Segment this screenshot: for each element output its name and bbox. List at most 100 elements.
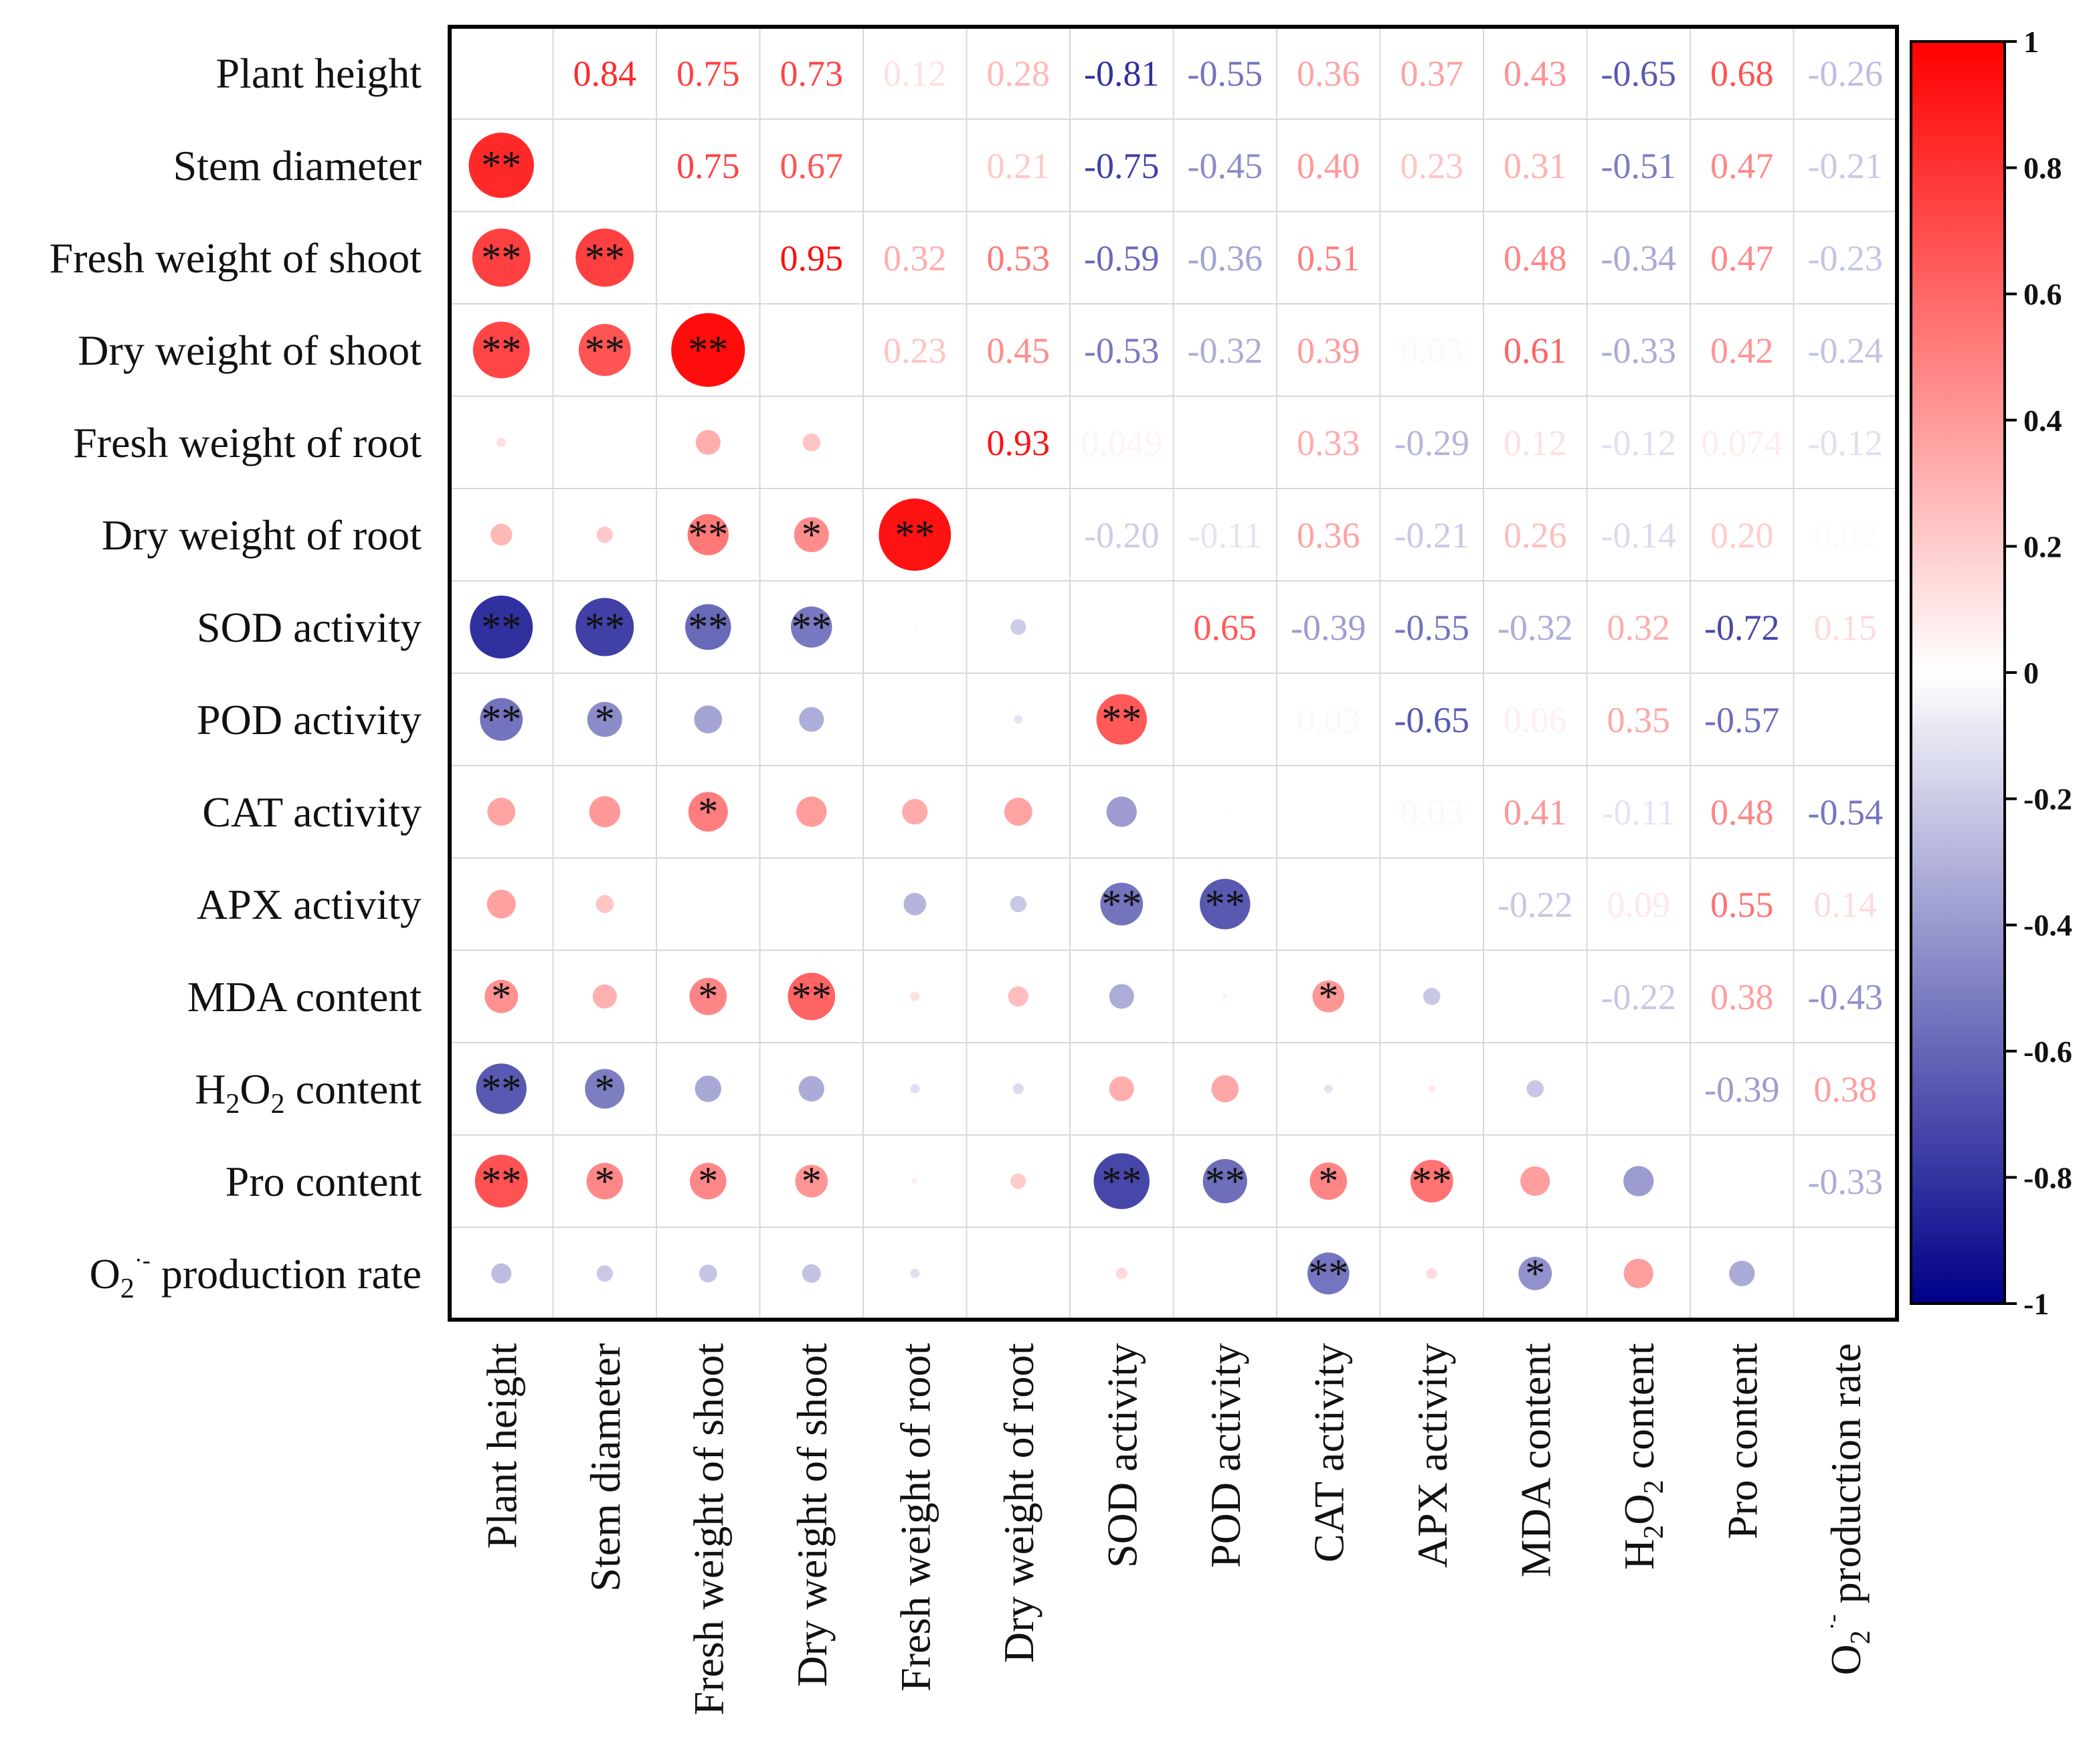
correlation-circle (496, 438, 507, 447)
correlation-value: -0.65 (1394, 700, 1469, 740)
correlation-value: -0.22 (1498, 885, 1572, 925)
significance-marker: * (1525, 1251, 1545, 1296)
significance-marker: * (802, 513, 822, 557)
correlation-circle (879, 499, 951, 571)
correlation-circle (1106, 796, 1137, 827)
correlation-value: -0.39 (1704, 1069, 1779, 1110)
colorbar-tick-label: 1 (2023, 25, 2039, 59)
correlation-value: -0.39 (1291, 608, 1366, 648)
correlation-circle (472, 321, 530, 379)
correlation-circle (480, 698, 523, 741)
significance-marker: ** (792, 974, 832, 1019)
correlation-circle (685, 604, 731, 650)
colorbar-tick-label: -0.6 (2023, 1035, 2072, 1069)
correlation-value: 0.75 (676, 54, 740, 94)
correlation-value: -0.29 (1394, 423, 1469, 463)
correlation-value: -0.54 (1808, 792, 1883, 832)
correlation-circle (796, 796, 827, 827)
correlation-circle (910, 1269, 920, 1278)
significance-marker: * (595, 697, 615, 741)
correlation-circle (1100, 883, 1144, 925)
correlation-value: 0.68 (1710, 54, 1774, 94)
correlation-circle (1014, 715, 1023, 724)
significance-marker: ** (481, 605, 521, 649)
correlation-circle (802, 1264, 821, 1283)
column-labels: Plant height Stem diameter Fresh weight of… (478, 1343, 1876, 1716)
significance-marker: * (698, 974, 718, 1019)
significance-marker: ** (585, 605, 625, 649)
correlation-circle (1623, 1166, 1654, 1197)
column-label-stem-diameter: Stem diameter (581, 1343, 629, 1591)
correlation-circle (689, 978, 727, 1015)
colorbar: 1 0.8 0.6 0.4 0.2 0 -0.2 -0.4 -0.6 -0.8 -1 (1910, 25, 2072, 1321)
correlation-value: 0.47 (1710, 238, 1774, 278)
significance-marker: ** (1205, 882, 1245, 926)
correlation-value: 0.28 (987, 54, 1051, 94)
correlation-value: -0.59 (1084, 238, 1159, 278)
correlation-value: 0.67 (780, 146, 844, 186)
correlation-circle (1222, 994, 1228, 999)
correlation-circle (585, 1069, 625, 1109)
correlation-value: -0.22 (1601, 977, 1676, 1017)
correlation-value: -0.32 (1498, 608, 1572, 648)
colorbar-tick-label: -0.2 (2023, 782, 2072, 816)
correlation-circle (1312, 980, 1345, 1012)
correlation-value: 0.40 (1297, 146, 1360, 186)
correlation-value: 0.51 (1297, 238, 1360, 278)
correlation-value: -0.11 (1188, 515, 1262, 555)
correlation-circle (476, 1063, 527, 1114)
significance-marker: ** (585, 236, 625, 280)
row-label-fresh-weight-of-root: Fresh weight of root (73, 419, 422, 466)
colorbar-tick-label: 0.6 (2023, 277, 2062, 311)
row-labels: Plant height Stem diameter Fresh weight of… (50, 50, 422, 1304)
correlation-value: 0.31 (1504, 146, 1567, 186)
column-label-fresh-weight-of-root: Fresh weight of root (891, 1343, 939, 1692)
correlation-circle (910, 992, 920, 1001)
row-label-dry-weight-of-root: Dry weight of root (102, 511, 422, 559)
correlation-circle (1224, 810, 1227, 813)
correlation-circle (903, 893, 927, 915)
correlation-circle (1010, 619, 1026, 635)
correlation-circle (1096, 694, 1147, 745)
correlation-value: -0.11 (1602, 792, 1675, 832)
correlation-value: -0.12 (1601, 423, 1676, 463)
correlation-value: -0.24 (1808, 331, 1883, 371)
correlation-value: 0.20 (1710, 515, 1774, 555)
correlation-value: -0.36 (1188, 238, 1263, 278)
correlation-circle (487, 798, 516, 826)
row-label-mda-content: MDA content (187, 973, 422, 1021)
significance-marker: ** (481, 1067, 521, 1111)
significance-marker: ** (1101, 1159, 1142, 1203)
significance-marker: ** (1101, 697, 1142, 741)
correlation-value: -0.21 (1394, 515, 1469, 555)
correlation-value: -0.72 (1704, 608, 1779, 648)
colorbar-tick-label: 0 (2023, 656, 2039, 690)
row-label-cat-activity: CAT activity (202, 788, 422, 836)
correlation-value: 0.47 (1710, 146, 1774, 186)
correlation-circle (586, 1162, 624, 1200)
significance-marker: * (802, 1159, 822, 1203)
correlation-circle (589, 796, 620, 828)
correlation-value: -0.55 (1188, 54, 1263, 94)
colorbar-tick-label: -0.4 (2023, 908, 2072, 942)
correlation-value: 0.37 (1400, 54, 1464, 94)
significance-marker: * (595, 1067, 615, 1111)
correlation-circle (794, 517, 829, 553)
colorbar-tick-label: -0.8 (2023, 1160, 2072, 1195)
correlation-value: 0.26 (1504, 515, 1567, 555)
correlation-circle (694, 705, 723, 733)
significance-marker: * (1318, 974, 1338, 1019)
correlation-circle (575, 228, 634, 287)
correlation-value: -0.75 (1084, 146, 1159, 186)
correlation-value: 0.42 (1710, 331, 1774, 371)
significance-marker: ** (688, 605, 728, 649)
correlation-value: 0.41 (1504, 792, 1567, 832)
column-label-dry-weight-of-root: Dry weight of root (995, 1343, 1042, 1663)
correlation-value: 0.074 (1702, 423, 1783, 463)
significance-marker: * (1318, 1159, 1338, 1203)
correlation-circle (788, 972, 836, 1021)
correlation-circle (1010, 1173, 1026, 1189)
column-label-fresh-weight-of-shoot: Fresh weight of shoot (685, 1343, 732, 1716)
significance-marker: * (698, 1159, 718, 1203)
correlation-value: -0.65 (1601, 54, 1676, 94)
